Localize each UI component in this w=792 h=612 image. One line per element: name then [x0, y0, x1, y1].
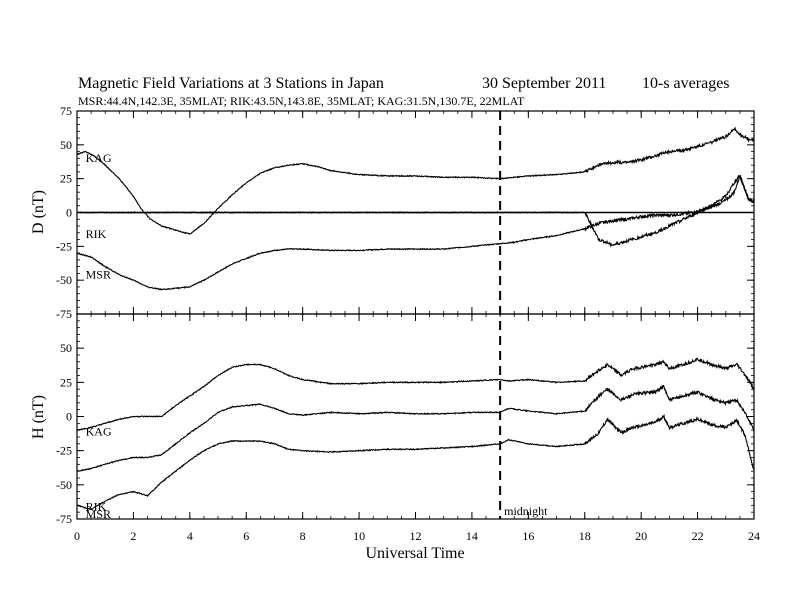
series-line-rik	[76, 174, 755, 248]
top-panel-series	[76, 126, 755, 291]
y-tick-label: -75	[56, 307, 72, 321]
midnight-label: midnight	[504, 504, 548, 518]
series-line-msr	[77, 414, 755, 511]
chart-title-date: 30 September	[482, 75, 571, 92]
bottom-panel-series	[76, 357, 755, 511]
y-tick-label: 0	[66, 206, 72, 220]
series-line-kag	[76, 357, 755, 431]
series-line-kag	[76, 126, 755, 235]
station-label-top-kag: KAG	[86, 151, 112, 165]
chart-title-averages: 10-s averages	[642, 75, 730, 92]
series-line-rik	[76, 384, 755, 472]
x-tick-label: 10	[353, 529, 365, 543]
station-label-top-rik: RIK	[86, 227, 107, 241]
y-tick-label: -50	[56, 478, 72, 492]
top-y-axis-label: D (nT)	[30, 190, 47, 234]
chart-subtitle: MSR:44.4N,142.3E, 35MLAT; RIK:43.5N,143.…	[78, 94, 525, 108]
y-tick-label: -25	[56, 444, 72, 458]
y-tick-label: 25	[60, 172, 72, 186]
x-tick-label: 2	[130, 529, 136, 543]
station-label-top-msr: MSR	[86, 268, 111, 282]
x-axis-label: Universal Time	[365, 545, 464, 562]
bottom-y-axis-label: H (nT)	[30, 395, 47, 439]
y-tick-label: -75	[56, 512, 72, 526]
series-line-msr	[76, 174, 755, 291]
y-tick-label: -25	[56, 239, 72, 253]
chart-title: Magnetic Field Variations at 3 Stations …	[78, 75, 384, 92]
x-tick-label: 22	[692, 529, 704, 543]
y-tick-label: 25	[60, 375, 72, 389]
station-label-bottom-kag: KAG	[86, 424, 112, 438]
x-tick-label: 16	[522, 529, 534, 543]
y-tick-label: 0	[66, 410, 72, 424]
x-tick-label: 18	[579, 529, 591, 543]
x-tick-label: 6	[243, 529, 249, 543]
station-label-bottom-msr: MSR	[86, 507, 111, 521]
x-tick-label: 12	[410, 529, 422, 543]
station-label-bottom-rik: RIK	[86, 500, 107, 514]
x-tick-label: 24	[748, 529, 760, 543]
x-tick-label: 4	[187, 529, 193, 543]
x-tick-label: 0	[74, 529, 80, 543]
y-tick-label: -50	[56, 273, 72, 287]
x-tick-label: 8	[300, 529, 306, 543]
chart-title-year: 2011	[575, 75, 606, 92]
bottom-panel-frame	[76, 313, 755, 520]
y-tick-label: 75	[60, 104, 72, 118]
y-tick-label: 50	[60, 341, 72, 355]
y-tick-label: 50	[60, 138, 72, 152]
x-tick-label: 14	[466, 529, 478, 543]
x-tick-label: 20	[635, 529, 647, 543]
